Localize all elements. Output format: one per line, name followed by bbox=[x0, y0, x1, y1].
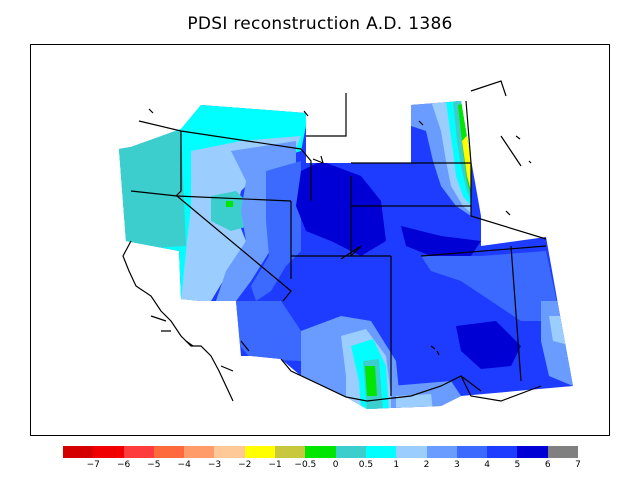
boundary-mt-canada bbox=[306, 93, 347, 137]
boundary-nd-mn bbox=[500, 135, 522, 167]
legend-tick-label: −1 bbox=[268, 460, 282, 470]
boundary-id-wy bbox=[300, 148, 312, 201]
boundary-tx-mexico bbox=[460, 375, 542, 402]
legend-tick-label: −5 bbox=[147, 460, 161, 470]
pdsi-moderate-plains bbox=[421, 251, 561, 321]
map-title: PDSI reconstruction A.D. 1386 bbox=[187, 14, 453, 34]
legend-swatch bbox=[365, 446, 397, 458]
legend-tick-label: 0 bbox=[332, 460, 339, 470]
lake-marks bbox=[148, 108, 532, 356]
channel-islands bbox=[150, 315, 194, 347]
legend-tick-label: 3 bbox=[453, 460, 460, 470]
legend-swatch bbox=[396, 446, 427, 458]
pdsi-slight-wet-nevada bbox=[211, 191, 251, 231]
pdsi-moderate-nevada bbox=[251, 161, 301, 301]
boundary-mt-nd bbox=[465, 100, 472, 216]
legend-swatch bbox=[63, 446, 94, 458]
legend-tick-label: 6 bbox=[544, 460, 551, 470]
pdsi-map bbox=[119, 80, 573, 409]
legend-tick-label: −0.5 bbox=[294, 460, 317, 470]
legend-swatch bbox=[123, 446, 154, 458]
legend-tick-label: −6 bbox=[116, 460, 131, 470]
pdsi-wettest-core-north bbox=[296, 161, 386, 256]
boundary-ca-nv bbox=[176, 195, 292, 302]
pdsi-moderate-socal bbox=[231, 301, 301, 361]
pdsi-wettest-core-south bbox=[456, 321, 521, 369]
legend-tick-label: 5 bbox=[514, 460, 521, 470]
legend-tick-label: −7 bbox=[86, 460, 100, 470]
legend-swatch bbox=[456, 446, 488, 458]
great-salt-lake bbox=[340, 245, 362, 260]
legend-ticks: −7 −6 −5 −4 −3 −2 −1 −0.5 0 0.5 1 2 3 4 5 6 7 bbox=[63, 460, 581, 474]
boundary-canada-east bbox=[470, 80, 507, 97]
lake-idaho bbox=[312, 155, 324, 165]
pdsi-slight-wet-coast bbox=[119, 131, 186, 251]
legend-swatch bbox=[487, 446, 518, 458]
legend-colorbar bbox=[63, 446, 579, 458]
legend-swatch bbox=[305, 446, 336, 458]
baja-details bbox=[220, 340, 250, 372]
legend-tick-label: 7 bbox=[575, 460, 581, 470]
state-boundaries bbox=[122, 80, 547, 402]
legend-swatch bbox=[153, 446, 185, 458]
legend-swatch bbox=[244, 446, 276, 458]
legend-swatch bbox=[184, 446, 215, 458]
boundary-co-nm-ok bbox=[420, 245, 547, 257]
pdsi-light-band-west bbox=[181, 136, 301, 301]
boundary-nm-tx bbox=[510, 245, 522, 382]
legend-tick-label: 1 bbox=[393, 460, 400, 470]
legend-swatch bbox=[214, 446, 245, 458]
legend-swatch bbox=[275, 446, 306, 458]
legend-swatch bbox=[426, 446, 457, 458]
legend-tick-label: 0.5 bbox=[358, 460, 374, 470]
pdsi-near-normal-idaho bbox=[201, 106, 301, 141]
legend-swatch bbox=[517, 446, 548, 458]
map-frame bbox=[30, 44, 610, 436]
legend-swatch bbox=[547, 446, 579, 458]
legend-tick-label: 4 bbox=[484, 460, 490, 470]
boundary-or-id bbox=[175, 131, 182, 197]
legend-tick-label: −3 bbox=[207, 460, 222, 470]
pdsi-normal-spot bbox=[226, 201, 233, 207]
legend-tick-label: 2 bbox=[423, 460, 430, 470]
pdsi-wettest-core-plains bbox=[401, 226, 481, 256]
boundary-mexico bbox=[280, 358, 482, 402]
legend-tick-label: −4 bbox=[177, 460, 191, 470]
legend-swatch bbox=[335, 446, 366, 458]
boundary-sd-ne bbox=[470, 215, 547, 240]
pdsi-normal-arizona bbox=[365, 366, 377, 396]
pacific-coastline bbox=[122, 240, 234, 402]
legend-swatch bbox=[93, 446, 124, 458]
legend-tick-label: −2 bbox=[238, 460, 252, 470]
